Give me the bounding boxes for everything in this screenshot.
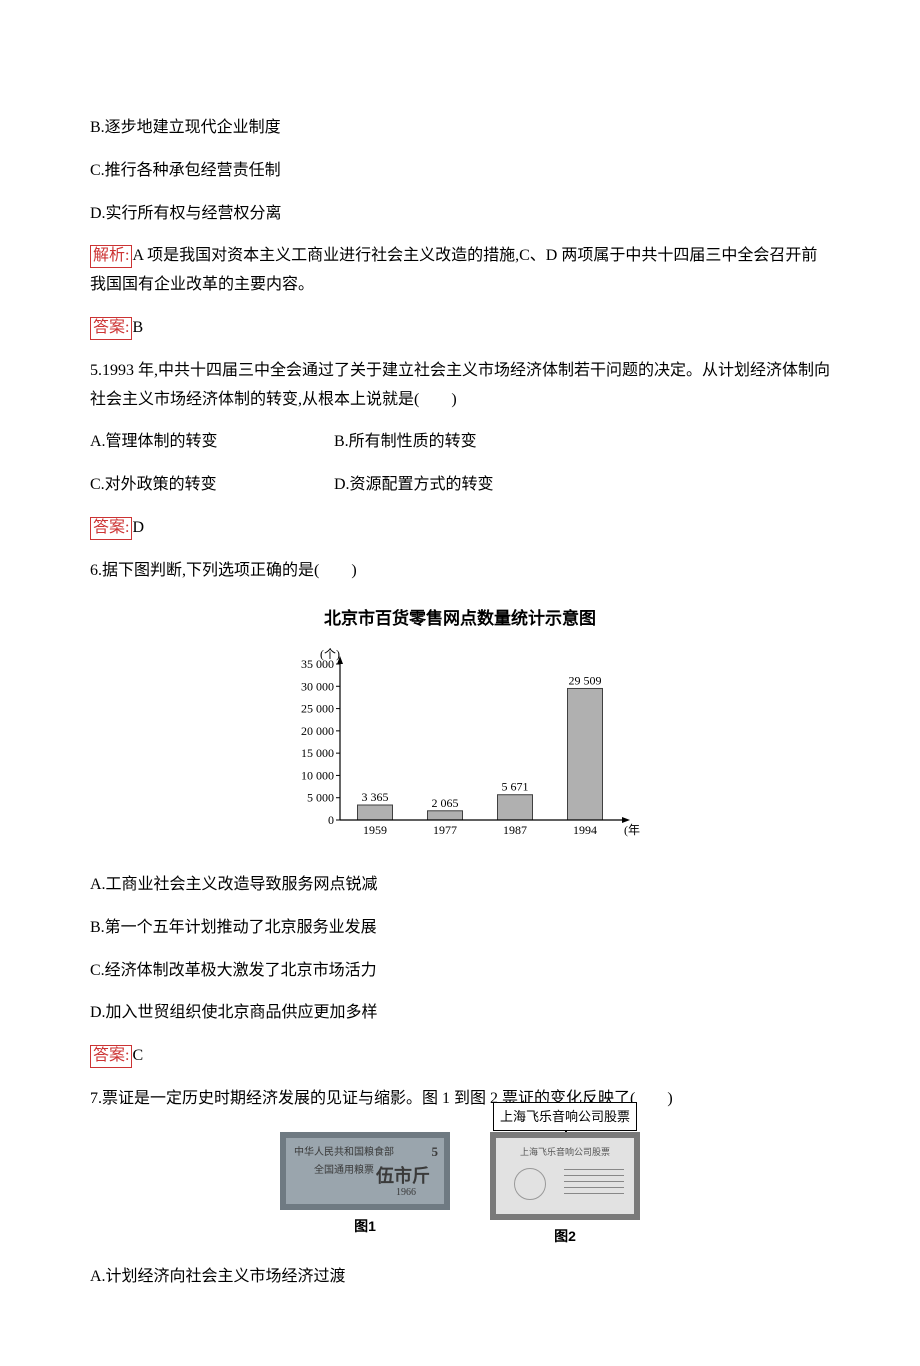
q5-answer: 答案:D — [90, 514, 830, 543]
answer-label: 答案: — [90, 517, 132, 540]
q5-option-c: C.对外政策的转变 — [90, 471, 330, 500]
answer-value: C — [132, 1047, 143, 1064]
page: B.逐步地建立现代企业制度 C.推行各种承包经营责任制 D.实行所有权与经营权分… — [0, 0, 920, 1366]
svg-text:35 000: 35 000 — [301, 657, 334, 671]
svg-text:1987: 1987 — [503, 823, 527, 837]
q5-options-row2: C.对外政策的转变 D.资源配置方式的转变 — [90, 471, 830, 500]
q6-option-d: D.加入世贸组织使北京商品供应更加多样 — [90, 999, 830, 1028]
svg-text:3 365: 3 365 — [362, 790, 389, 804]
img2-title: 上海飞乐音响公司股票 — [496, 1144, 634, 1160]
q6-option-a: A.工商业社会主义改造导致服务网点锐减 — [90, 871, 830, 900]
q6-stem: 6.据下图判断,下列选项正确的是( ) — [90, 557, 830, 586]
q7-image2-callout: 上海飞乐音响公司股票 — [493, 1102, 637, 1131]
svg-text:1977: 1977 — [433, 823, 457, 837]
q7-image2: 上海飞乐音响公司股票 — [490, 1132, 640, 1220]
img2-lines-icon — [564, 1164, 624, 1199]
q4-option-d: D.实行所有权与经营权分离 — [90, 200, 830, 229]
q6-chart-title: 北京市百货零售网点数量统计示意图 — [90, 604, 830, 635]
img1-text2: 全国通用粮票 — [314, 1165, 374, 1176]
q5-option-a: A.管理体制的转变 — [90, 428, 330, 457]
q7-image1-card: 中华人民共和国粮食部 全国通用粮票 5 伍市斤 1966 图1 — [280, 1132, 450, 1239]
answer-value: D — [132, 519, 144, 536]
answer-label: 答案: — [90, 1045, 132, 1068]
q4-option-b: B.逐步地建立现代企业制度 — [90, 114, 830, 143]
analysis-label: 解析: — [90, 245, 132, 268]
q7-image1-caption: 图1 — [280, 1214, 450, 1239]
answer-label: 答案: — [90, 317, 132, 340]
img2-seal-icon — [514, 1168, 546, 1200]
svg-text:2 065: 2 065 — [432, 796, 459, 810]
svg-text:5 000: 5 000 — [307, 791, 334, 805]
q7-image1: 中华人民共和国粮食部 全国通用粮票 5 伍市斤 1966 — [280, 1132, 450, 1210]
img1-year: 1966 — [396, 1184, 416, 1202]
svg-text:15 000: 15 000 — [301, 746, 334, 760]
q6-option-c: C.经济体制改革极大激发了北京市场活力 — [90, 957, 830, 986]
q7-image2-card: 上海飞乐音响公司股票 上海飞乐音响公司股票 图2 — [490, 1132, 640, 1249]
q5-option-d: D.资源配置方式的转变 — [334, 471, 574, 500]
q4-answer: 答案:B — [90, 314, 830, 343]
q6-option-b: B.第一个五年计划推动了北京服务业发展 — [90, 914, 830, 943]
svg-text:25 000: 25 000 — [301, 702, 334, 716]
svg-text:10 000: 10 000 — [301, 769, 334, 783]
q7-option-a: A.计划经济向社会主义市场经济过渡 — [90, 1263, 830, 1292]
svg-text:30 000: 30 000 — [301, 679, 334, 693]
svg-text:1994: 1994 — [573, 823, 597, 837]
bar-chart-svg: (个)05 00010 00015 00020 00025 00030 0003… — [280, 642, 640, 842]
q5-options-row1: A.管理体制的转变 B.所有制性质的转变 — [90, 428, 830, 457]
analysis-text: A 项是我国对资本主义工商业进行社会主义改造的措施,C、D 两项属于中共十四届三… — [90, 247, 817, 293]
q6-answer: 答案:C — [90, 1042, 830, 1071]
svg-text:5 671: 5 671 — [502, 780, 529, 794]
svg-text:0: 0 — [328, 813, 334, 827]
q7-stem: 7.票证是一定历史时期经济发展的见证与缩影。图 1 到图 2 票证的变化反映了(… — [90, 1085, 830, 1114]
q4-option-c: C.推行各种承包经营责任制 — [90, 157, 830, 186]
svg-text:29 509: 29 509 — [569, 674, 602, 688]
q7-images: 中华人民共和国粮食部 全国通用粮票 5 伍市斤 1966 图1 上海飞乐音响公司… — [90, 1132, 830, 1249]
img1-num: 5 — [432, 1140, 439, 1163]
q7-image2-caption: 图2 — [490, 1224, 640, 1249]
img1-text1: 中华人民共和国粮食部 — [294, 1147, 394, 1158]
svg-text:1959: 1959 — [363, 823, 387, 837]
svg-text:(年): (年) — [624, 823, 640, 837]
svg-text:20 000: 20 000 — [301, 724, 334, 738]
q4-analysis: 解析:A 项是我国对资本主义工商业进行社会主义改造的措施,C、D 两项属于中共十… — [90, 242, 830, 300]
q5-stem: 5.1993 年,中共十四届三中全会通过了关于建立社会主义市场经济体制若干问题的… — [90, 357, 830, 415]
answer-value: B — [132, 319, 143, 336]
q6-chart: (个)05 00010 00015 00020 00025 00030 0003… — [90, 642, 830, 853]
q5-option-b: B.所有制性质的转变 — [334, 428, 574, 457]
